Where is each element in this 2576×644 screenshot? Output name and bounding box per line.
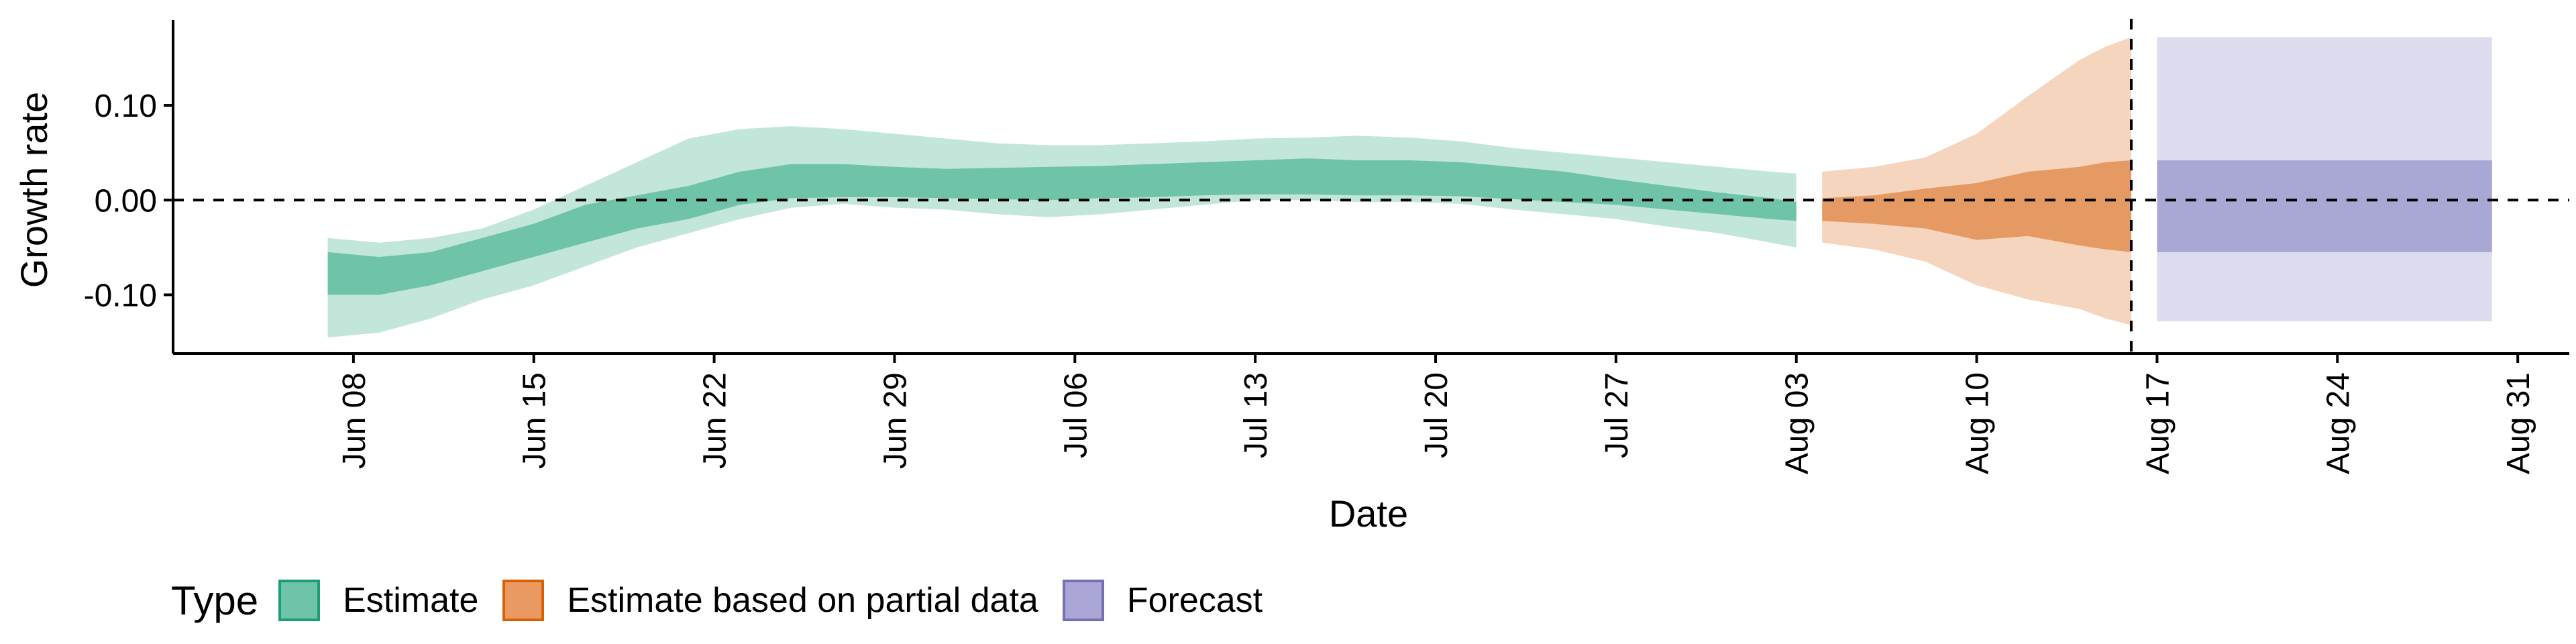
y-tick-label: 0.10 xyxy=(95,89,157,124)
chart-axes xyxy=(172,20,2569,355)
band-outer-estimate-based-on-partial-data xyxy=(1822,37,2132,325)
legend-item-estimate: Estimate xyxy=(278,580,478,621)
reference-lines xyxy=(173,19,2569,354)
legend-item-forecast: Forecast xyxy=(1062,580,1263,621)
chart-ticks: 0.10 0.00 -0.10 Jun 08 Jun 15 Jun 22 Jun 29 Jul… xyxy=(84,89,2537,474)
x-tick-label: Aug 31 xyxy=(2501,372,2536,474)
y-tick-label: -0.10 xyxy=(84,278,157,313)
x-tick-label: Jun 15 xyxy=(517,372,553,469)
x-tick-label: Aug 24 xyxy=(2320,372,2356,474)
chart-bands xyxy=(327,37,2492,337)
x-tick-label: Jul 27 xyxy=(1599,372,1635,458)
x-tick-label: Aug 03 xyxy=(1780,372,1815,474)
legend-item-partial: Estimate based on partial data xyxy=(502,580,1038,621)
band-inner-forecast xyxy=(2157,160,2492,252)
x-tick-label: Jul 20 xyxy=(1419,372,1454,458)
y-axis-title: Growth rate xyxy=(13,92,55,288)
legend-label-partial: Estimate based on partial data xyxy=(567,581,1038,620)
x-tick-label: Aug 17 xyxy=(2141,372,2176,474)
legend-key-partial xyxy=(502,580,545,621)
band-inner-estimate-based-on-partial-data xyxy=(1822,160,2132,252)
legend-key-forecast xyxy=(1062,580,1104,621)
legend-label-estimate: Estimate xyxy=(343,581,479,620)
legend-title: Type xyxy=(171,578,259,623)
y-tick-label: 0.00 xyxy=(95,183,157,219)
legend-label-forecast: Forecast xyxy=(1126,581,1263,620)
x-tick-label: Jul 06 xyxy=(1058,372,1093,458)
x-axis-title: Date xyxy=(1329,492,1408,535)
x-tick-label: Aug 10 xyxy=(1960,372,1996,474)
x-tick-label: Jul 13 xyxy=(1238,372,1274,458)
band-inner-estimate xyxy=(327,158,1796,295)
x-tick-label: Jun 29 xyxy=(877,372,913,469)
legend-key-estimate xyxy=(278,580,321,621)
x-tick-label: Jun 08 xyxy=(337,372,372,469)
x-tick-label: Jun 22 xyxy=(698,372,733,469)
legend: Type Estimate Estimate based on partial … xyxy=(171,577,1287,624)
